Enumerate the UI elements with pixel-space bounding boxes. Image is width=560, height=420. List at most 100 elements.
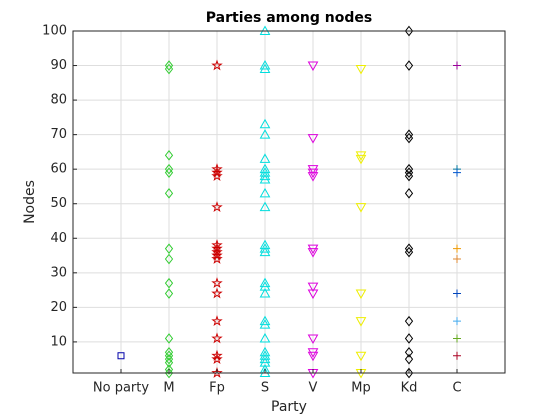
- marker: [307, 248, 319, 258]
- marker: [259, 201, 271, 212]
- y-tick-label: 60: [50, 162, 67, 177]
- marker: [404, 167, 414, 178]
- marker: [259, 129, 271, 139]
- marker: [355, 203, 367, 213]
- marker: [211, 252, 223, 264]
- marker: [453, 168, 461, 177]
- marker: [164, 63, 174, 75]
- marker: [259, 346, 271, 357]
- marker: [453, 61, 461, 70]
- marker: [211, 201, 223, 213]
- marker: [164, 167, 174, 178]
- y-axis-label: Nodes: [22, 180, 38, 224]
- marker: [404, 129, 414, 140]
- marker: [453, 244, 461, 253]
- y-tick-label: 30: [50, 265, 67, 280]
- axes-box: [72, 30, 506, 374]
- marker: [355, 289, 367, 300]
- marker: [164, 353, 174, 365]
- marker: [211, 249, 223, 261]
- marker: [404, 243, 414, 254]
- marker: [404, 25, 414, 37]
- marker: [355, 151, 367, 161]
- marker: [259, 187, 271, 198]
- marker: [164, 277, 174, 289]
- x-tick-label: Fp: [209, 381, 225, 396]
- marker: [211, 170, 223, 181]
- marker: [164, 60, 174, 71]
- marker: [307, 134, 319, 144]
- marker: [211, 315, 223, 327]
- marker: [404, 246, 414, 258]
- y-tick-label: 80: [50, 93, 67, 108]
- marker: [307, 61, 319, 72]
- marker: [307, 351, 319, 362]
- marker: [259, 167, 271, 177]
- x-tick-label: S: [261, 381, 269, 396]
- marker: [307, 334, 319, 344]
- marker: [259, 239, 271, 250]
- x-tick-label: M: [163, 381, 174, 396]
- y-tick-label: 20: [50, 300, 67, 315]
- marker: [259, 118, 271, 129]
- marker: [307, 289, 319, 300]
- marker: [259, 243, 271, 253]
- marker: [259, 170, 271, 181]
- marker: [211, 277, 223, 289]
- marker: [259, 246, 271, 257]
- marker: [211, 353, 223, 365]
- marker: [259, 315, 271, 326]
- marker: [404, 346, 414, 358]
- marker: [259, 319, 271, 329]
- marker: [453, 351, 461, 360]
- marker: [259, 277, 271, 288]
- y-tick-label: 40: [50, 231, 67, 246]
- marker: [404, 188, 414, 199]
- marker: [164, 333, 174, 344]
- marker: [211, 366, 223, 378]
- marker: [355, 351, 367, 362]
- x-tick-label: Kd: [401, 381, 418, 396]
- marker: [164, 163, 174, 175]
- marker: [164, 188, 174, 199]
- marker: [164, 288, 174, 299]
- y-tick-label: 70: [50, 127, 67, 142]
- y-tick-label: 90: [50, 58, 67, 73]
- y-tick-label: 50: [50, 196, 67, 211]
- marker: [164, 150, 174, 161]
- marker: [259, 353, 271, 364]
- marker: [117, 352, 125, 360]
- marker: [259, 60, 271, 70]
- marker: [211, 166, 223, 178]
- marker: [164, 350, 174, 362]
- marker: [307, 165, 319, 175]
- marker: [404, 367, 414, 379]
- marker: [404, 163, 414, 175]
- marker: [259, 332, 271, 343]
- marker: [404, 170, 414, 182]
- x-tick-label: C: [452, 381, 461, 396]
- marker: [259, 281, 271, 291]
- marker: [164, 253, 174, 265]
- marker: [211, 59, 223, 71]
- marker: [211, 349, 223, 361]
- marker: [164, 364, 174, 375]
- marker: [259, 350, 271, 360]
- marker: [404, 132, 414, 144]
- marker: [404, 333, 414, 344]
- marker: [453, 289, 461, 298]
- marker: [307, 282, 319, 293]
- marker: [307, 348, 319, 358]
- marker: [259, 163, 271, 174]
- marker: [259, 288, 271, 298]
- marker: [259, 153, 271, 163]
- marker: [259, 174, 271, 184]
- marker: [164, 367, 174, 379]
- marker: [211, 332, 223, 344]
- x-axis-label: Party: [271, 399, 307, 415]
- marker: [404, 353, 414, 365]
- marker: [404, 315, 414, 327]
- marker: [211, 287, 223, 299]
- chart-title: Parties among nodes: [206, 10, 372, 26]
